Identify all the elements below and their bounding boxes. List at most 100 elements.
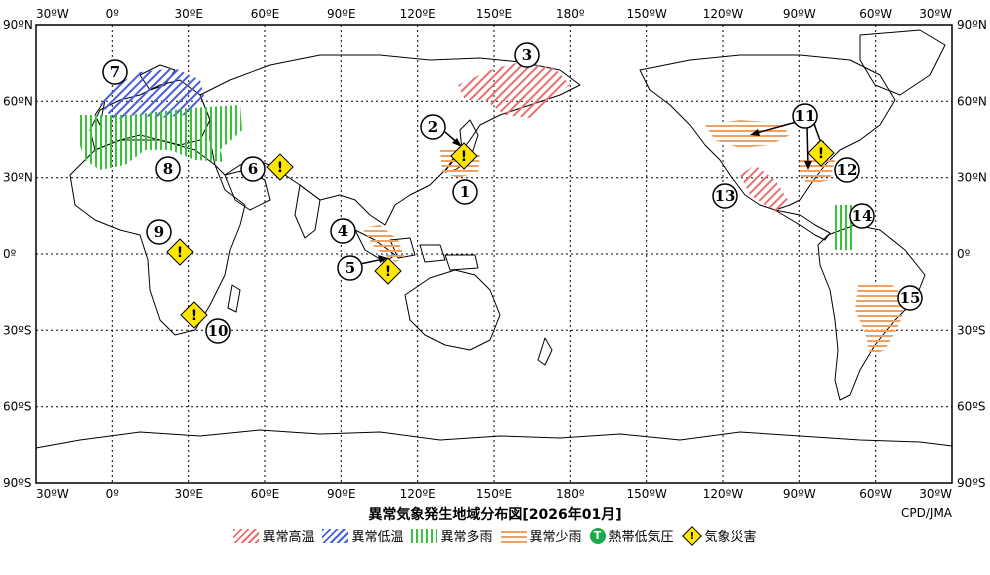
region-number: 3 [522,46,532,64]
legend-item-hot: 異常高温 [233,526,314,545]
lat-label-right: 30ºS [957,323,986,337]
region-number: 8 [163,160,173,178]
legend-label-dry: 異常少雨 [529,530,582,545]
bottom-lon-label: 30ºE [174,487,203,501]
area-11-dry [705,120,790,148]
lat-label-left: 30ºS [3,323,32,337]
svg-text:!: ! [177,245,183,261]
lat-label-right: 90ºS [957,476,986,490]
legend-item-cold: 異常低温 [322,526,403,545]
top-lon-label: 120ºE [400,7,436,21]
lat-label-left: 90ºS [3,476,32,490]
bottom-lon-label: 150ºW [626,487,667,501]
latitude-labels: 90ºN 90ºN 60ºN 60ºN 30ºN 30ºN 0º 0º 30ºS 30ºS 60ºS… [3,18,987,490]
region-number-marker: 4 [330,218,356,244]
top-lon-label: 60ºW [859,7,892,21]
bottom-lon-label: 30ºW [36,487,69,501]
top-lon-label: 60ºE [251,7,280,21]
region-number-marker: 7 [102,59,128,85]
bottom-lon-label: 150ºE [476,487,512,501]
area-3-hot [458,62,570,118]
region-number-marker: 8 [155,156,181,182]
lat-label-left: 60ºN [3,94,33,108]
bottom-lon-label: 120ºW [703,487,744,501]
legend-label-hot: 異常高温 [262,530,315,545]
legend-label-tc: 熱帯低気圧 [608,530,674,545]
region-number: 9 [154,223,164,241]
top-lon-label: 30ºW [919,7,952,21]
bottom-lon-label: 0º [106,487,120,501]
region-number-marker: 1 [452,179,478,205]
disaster-warning-icon: ! [166,238,194,266]
region-number: 4 [338,222,348,240]
svg-text:!: ! [191,308,197,324]
bottom-lon-label: 60ºW [859,487,892,501]
area-8-wet [78,105,242,170]
region-number-marker: 12 [834,157,860,183]
legend-item-disaster: ! 気象災害 [681,525,757,546]
region-number-marker: 3 [514,42,540,68]
region-number: 14 [852,207,873,225]
lat-label-right: 60ºS [957,400,986,414]
cold-swatch-icon [322,528,349,543]
region-number-marker: 14 [849,203,875,229]
area-14-wet [832,205,852,250]
area-15-dry [855,283,905,356]
region-number: 10 [208,322,229,340]
top-lon-label: 90ºE [327,7,356,21]
bottom-lon-label: 90ºE [327,487,356,501]
lat-label-right: 0º [957,247,971,261]
legend-label-wet: 異常多雨 [440,530,493,545]
region-number-marker: 2 [420,114,446,140]
lat-label-right: 90ºN [957,18,987,32]
area-7-cold [100,68,205,120]
region-number: 2 [428,118,438,136]
area-13-hot [740,165,788,215]
disaster-warning-icon: ! [374,257,402,285]
hot-swatch-icon [233,528,260,543]
lat-label-left: 0º [3,247,17,261]
tropical-cyclone-icon: T [589,527,606,544]
disaster-warning-icon: ! [266,153,294,181]
bottom-lon-label: 180º [556,487,585,501]
region-number-marker: 15 [897,285,923,311]
lat-label-left: 60ºS [3,400,32,414]
region-number: 6 [248,160,258,178]
bottom-lon-label: 120ºE [400,487,436,501]
legend-item-wet: 異常多雨 [411,526,493,545]
disaster-warning-icon: ! [807,139,835,167]
top-lon-label: 0º [106,7,120,21]
svg-text:!: ! [277,160,283,176]
disaster-warning-icon: ! [681,525,702,546]
region-number-marker: 9 [146,219,172,245]
region-number-marker: 13 [712,183,738,209]
lat-label-left: 30ºN [3,171,33,185]
disaster-markers: !!!!!! [166,139,835,329]
top-lon-label: 150ºW [626,7,667,21]
anomaly-areas [78,62,905,356]
legend-item-tc: T 熱帯低気圧 [589,526,674,545]
legend: 異常高温 異常低温 異常多雨 異常少雨 T 熱帯低気圧 ! 気象災害 [0,525,990,546]
bottom-longitude-labels: 30ºW 0º 30ºE 60ºE 90ºE 120ºE 150ºE 180º 150ºW 120… [36,487,952,501]
region-number: 12 [837,161,858,179]
legend-item-dry: 異常少雨 [500,526,582,545]
bottom-lon-label: 90ºW [783,487,816,501]
region-number-marker: 10 [205,318,231,344]
svg-text:!: ! [461,149,467,165]
top-lon-label: 120ºW [703,7,744,21]
region-number-marker: 5 [337,255,363,281]
area-4-dry [362,225,405,262]
region-number: 13 [715,187,736,205]
disaster-warning-glyph: ! [689,530,694,541]
region-number: 11 [795,107,816,125]
region-number: 5 [345,259,355,277]
wet-swatch-icon [411,528,438,543]
top-lon-label: 30ºW [36,7,69,21]
top-lon-label: 180º [556,7,585,21]
region-number: 15 [900,289,921,307]
region-number: 1 [460,183,470,201]
dry-swatch-icon [500,528,527,543]
disaster-warning-icon: ! [450,142,478,170]
